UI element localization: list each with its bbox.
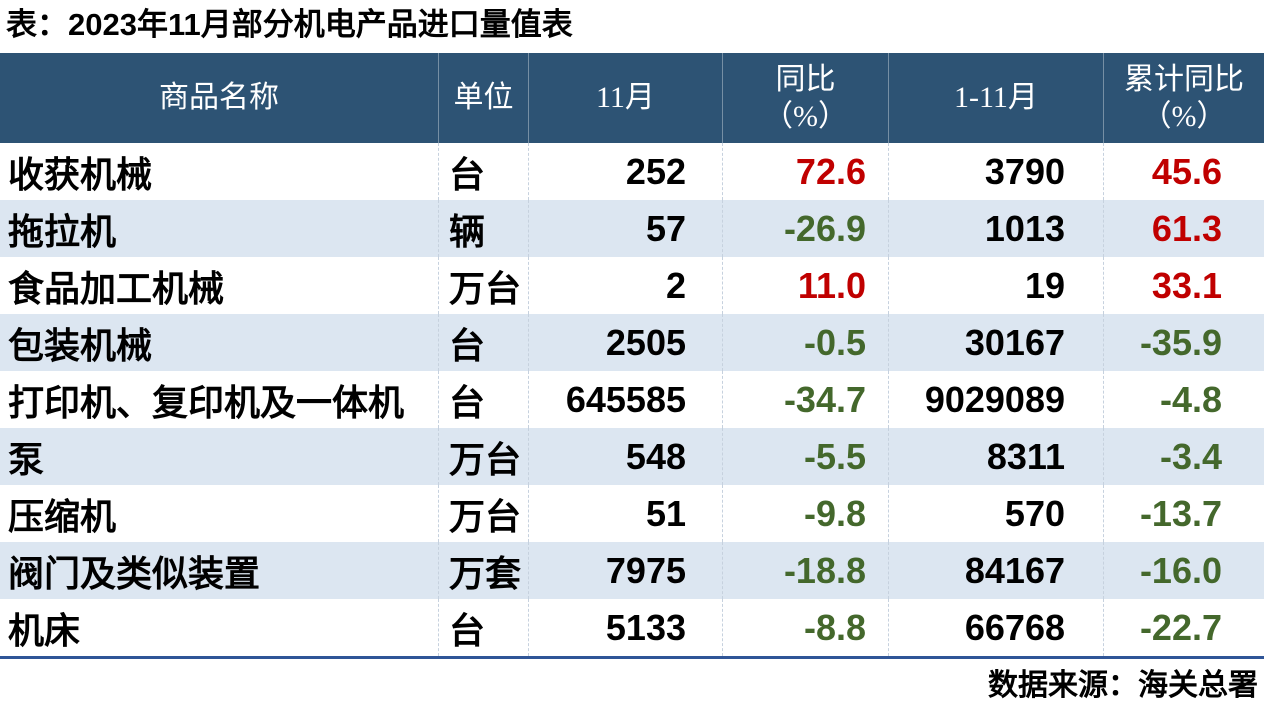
table-row: 拖拉机 辆 57 -26.9 1013 61.3 — [0, 200, 1264, 257]
yoy-percent-cell: -34.7 — [722, 371, 888, 428]
col-header-label: 单位 — [453, 81, 514, 115]
yoy-percent-cell: -9.8 — [722, 485, 888, 542]
import-data-table: 商品名称 单位 11月 同比 （%） 1-11月 累计同比 （%） 收获机械 — [0, 53, 1264, 656]
unit-cell: 万台 — [438, 257, 528, 314]
product-name-cell: 拖拉机 — [8, 210, 117, 252]
table-row: 机床 台 5133 -8.8 66768 -22.7 — [0, 599, 1264, 656]
jan-nov-value-cell: 9029089 — [888, 371, 1103, 428]
yoy-percent-cell: -18.8 — [722, 542, 888, 599]
unit-cell: 台 — [438, 314, 528, 371]
page-title: 表：2023年11月部分机电产品进口量值表 — [6, 7, 573, 42]
col-header-unit: 单位 — [438, 53, 528, 143]
col-header-jan-nov: 1-11月 — [888, 53, 1103, 143]
col-header-label: 累计同比 — [1124, 62, 1244, 96]
jan-nov-value-cell: 8311 — [888, 428, 1103, 485]
jan-nov-value-cell: 66768 — [888, 599, 1103, 656]
product-name-cell: 阀门及类似装置 — [8, 552, 261, 594]
col-header-label: 1-11月 — [954, 81, 1038, 115]
table-bottom-border — [0, 656, 1264, 659]
november-value-cell: 645585 — [528, 371, 722, 428]
table-body: 收获机械 台 252 72.6 3790 45.6 拖拉机 辆 57 -26.9… — [0, 143, 1264, 656]
jan-nov-value-cell: 3790 — [888, 143, 1103, 200]
table-header-row: 商品名称 单位 11月 同比 （%） 1-11月 累计同比 （%） — [0, 53, 1264, 143]
table-row: 食品加工机械 万台 2 11.0 19 33.1 — [0, 257, 1264, 314]
cumulative-yoy-percent-cell: 61.3 — [1103, 200, 1264, 257]
table-row: 收获机械 台 252 72.6 3790 45.6 — [0, 143, 1264, 200]
november-value-cell: 51 — [528, 485, 722, 542]
yoy-percent-cell: -5.5 — [722, 428, 888, 485]
product-name-cell: 压缩机 — [8, 495, 117, 537]
unit-cell: 万套 — [438, 542, 528, 599]
unit-cell: 台 — [438, 599, 528, 656]
col-header-label: 商品名称 — [159, 81, 279, 115]
product-name-cell: 机床 — [8, 609, 81, 651]
jan-nov-value-cell: 1013 — [888, 200, 1103, 257]
cumulative-yoy-percent-cell: -3.4 — [1103, 428, 1264, 485]
cumulative-yoy-percent-cell: 33.1 — [1103, 257, 1264, 314]
data-source-note: 数据来源：海关总署 — [988, 669, 1258, 702]
unit-cell: 万台 — [438, 428, 528, 485]
col-header-cumulative-yoy: 累计同比 （%） — [1103, 53, 1264, 143]
cumulative-yoy-percent-cell: -22.7 — [1103, 599, 1264, 656]
product-name-cell: 打印机、复印机及一体机 — [8, 381, 405, 423]
jan-nov-value-cell: 570 — [888, 485, 1103, 542]
table-row: 泵 万台 548 -5.5 8311 -3.4 — [0, 428, 1264, 485]
cumulative-yoy-percent-cell: -16.0 — [1103, 542, 1264, 599]
cumulative-yoy-percent-cell: -4.8 — [1103, 371, 1264, 428]
table-row: 阀门及类似装置 万套 7975 -18.8 84167 -16.0 — [0, 542, 1264, 599]
november-value-cell: 548 — [528, 428, 722, 485]
table-row: 压缩机 万台 51 -9.8 570 -13.7 — [0, 485, 1264, 542]
col-header-sublabel: （%） — [1141, 100, 1227, 133]
product-name-cell: 泵 — [8, 438, 45, 480]
col-header-yoy: 同比 （%） — [722, 53, 888, 143]
yoy-percent-cell: 11.0 — [722, 257, 888, 314]
table-row: 打印机、复印机及一体机 台 645585 -34.7 9029089 -4.8 — [0, 371, 1264, 428]
col-header-label: 11月 — [596, 81, 655, 115]
yoy-percent-cell: 72.6 — [722, 143, 888, 200]
november-value-cell: 252 — [528, 143, 722, 200]
col-header-product-name: 商品名称 — [0, 53, 438, 143]
unit-cell: 万台 — [438, 485, 528, 542]
yoy-percent-cell: -26.9 — [722, 200, 888, 257]
cumulative-yoy-percent-cell: -35.9 — [1103, 314, 1264, 371]
product-name-cell: 收获机械 — [8, 153, 153, 195]
cumulative-yoy-percent-cell: -13.7 — [1103, 485, 1264, 542]
product-name-cell: 包装机械 — [8, 324, 153, 366]
november-value-cell: 57 — [528, 200, 722, 257]
november-value-cell: 2505 — [528, 314, 722, 371]
unit-cell: 台 — [438, 143, 528, 200]
col-header-sublabel: （%） — [763, 100, 848, 133]
unit-cell: 台 — [438, 371, 528, 428]
product-name-cell: 食品加工机械 — [8, 267, 225, 309]
november-value-cell: 2 — [528, 257, 722, 314]
table-row: 包装机械 台 2505 -0.5 30167 -35.9 — [0, 314, 1264, 371]
yoy-percent-cell: -0.5 — [722, 314, 888, 371]
cumulative-yoy-percent-cell: 45.6 — [1103, 143, 1264, 200]
jan-nov-value-cell: 19 — [888, 257, 1103, 314]
col-header-november: 11月 — [528, 53, 722, 143]
november-value-cell: 5133 — [528, 599, 722, 656]
col-header-label: 同比 — [775, 62, 836, 96]
jan-nov-value-cell: 30167 — [888, 314, 1103, 371]
unit-cell: 辆 — [438, 200, 528, 257]
jan-nov-value-cell: 84167 — [888, 542, 1103, 599]
yoy-percent-cell: -8.8 — [722, 599, 888, 656]
november-value-cell: 7975 — [528, 542, 722, 599]
